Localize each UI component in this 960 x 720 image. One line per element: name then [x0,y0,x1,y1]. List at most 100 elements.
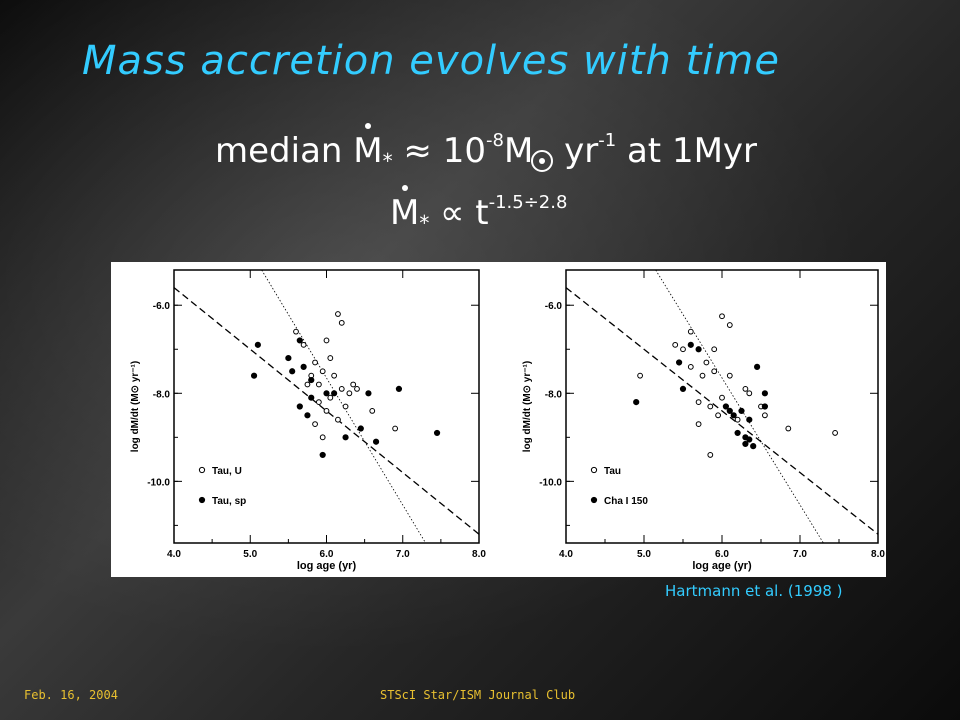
chart-panel-2: 4.0 5.0 6.0 7.0 8.0 -6.0 -8.0 -10.0 log age (yr)… [522,269,885,572]
y-tick-label: -8.0 [545,389,563,400]
data-point-filled [679,385,687,392]
legend-marker [590,496,598,504]
data-point-filled [357,425,364,432]
data-point-filled [395,385,403,392]
data-point-open [711,368,718,375]
x-axis-label: log age (yr) [692,560,752,572]
median-accretion-equation: median M* ≈ 10-8M yr-1 at 1Myr [215,123,758,173]
data-point-filled [726,407,733,415]
legend-marker [198,496,206,504]
data-point-open [734,416,741,423]
x-tick-label: 6.0 [715,549,729,560]
slide-title: Mass accretion evolves with time [82,38,780,84]
data-point-filled [730,412,737,419]
eq2-proportional: ∝ t [429,193,489,233]
data-point-open [637,372,643,379]
data-point-open [293,328,299,335]
data-point-filled [285,354,292,362]
data-point-filled [250,372,258,379]
data-point-filled [342,434,349,441]
data-point-open [746,390,753,397]
data-point-filled [761,390,769,397]
eq2-star-subscript: * [419,211,430,235]
data-point-open [312,359,318,366]
data-point-filled [331,390,338,397]
data-point-open [315,381,322,388]
eq2-mdot: M [390,185,420,233]
legend-marker [590,466,598,474]
sun-symbol-icon [531,150,554,172]
data-point-open [703,359,710,366]
y-tick-label: -10.0 [147,477,170,488]
data-point-open [335,311,341,317]
data-point-open [719,313,725,320]
x-tick-label: 6.0 [320,549,334,560]
data-point-open [346,390,353,397]
data-point-open [695,421,702,428]
x-tick-label: 5.0 [637,549,651,560]
data-point-filled [633,398,640,406]
data-point-filled [308,376,315,384]
data-point-open [354,385,360,392]
data-point-filled [722,403,730,410]
data-point-open [687,363,694,370]
data-point-filled [754,363,761,370]
data-point-filled [750,443,757,450]
data-point-filled [687,341,694,348]
data-point-open [726,372,733,379]
x-tick-label: 7.0 [793,549,807,560]
fit-line-dashed [566,287,878,535]
accretion-figure: 4.0 5.0 6.0 7.0 8.0 -6.0 -8.0 -10.0 log age (yr)… [111,262,886,577]
data-point-filled [308,394,315,401]
data-point-filled [761,403,769,410]
data-point-filled [746,436,753,443]
eq1-star-subscript: * [382,149,393,173]
data-point-open [323,408,330,414]
data-point-open [312,421,318,428]
eq1-msun: M [503,131,534,171]
x-tick-label: 8.0 [472,549,486,560]
data-point-open [742,385,749,392]
data-point-open [304,381,311,388]
data-point-filled [323,390,330,397]
x-tick-label: 4.0 [559,549,573,560]
data-point-open [832,430,838,436]
data-point-open [369,408,376,414]
data-point-filled [254,341,261,348]
data-point-open [327,394,334,401]
data-point-open [687,328,694,335]
data-point-open [762,412,768,419]
data-point-filled [433,429,441,437]
data-point-open [323,337,330,344]
data-point-open [338,385,345,392]
data-point-filled [742,440,749,448]
data-point-open [707,452,714,458]
data-point-open [719,394,725,401]
eq2-exponent: -1.5÷2.8 [488,192,568,213]
y-tick-label: -8.0 [153,389,171,400]
y-axis-label: log dM/dt (M⊙ yr⁻¹) [522,361,533,452]
eq1-exponent: -8 [485,130,504,151]
legend-marker [198,466,206,474]
x-tick-label: 5.0 [243,549,257,560]
power-law-equation: M* ∝ t-1.5÷2.8 [390,185,568,235]
data-point-open [350,381,357,388]
legend-label: Tau, U [212,466,242,477]
data-point-filled [372,438,380,445]
data-point-open [300,341,307,348]
x-tick-label: 4.0 [167,549,181,560]
eq1-approx: ≈ 10 [392,131,486,171]
data-point-filled [738,407,745,415]
data-point-open [392,425,399,432]
citation: Hartmann et al. (1998 ) [665,582,843,600]
y-axis-label: log dM/dt (M⊙ yr⁻¹) [130,361,141,452]
eq1-suffix: at 1Myr [616,131,758,171]
y-tick-label: -10.0 [539,477,562,488]
data-point-filled [746,416,753,423]
eq1-yr-exponent: -1 [598,130,617,151]
fit-line-dotted [261,270,426,543]
eq1-yr: yr [553,131,599,171]
data-point-filled [300,363,307,370]
data-point-open [715,412,721,419]
x-axis-label: log age (yr) [297,560,357,572]
